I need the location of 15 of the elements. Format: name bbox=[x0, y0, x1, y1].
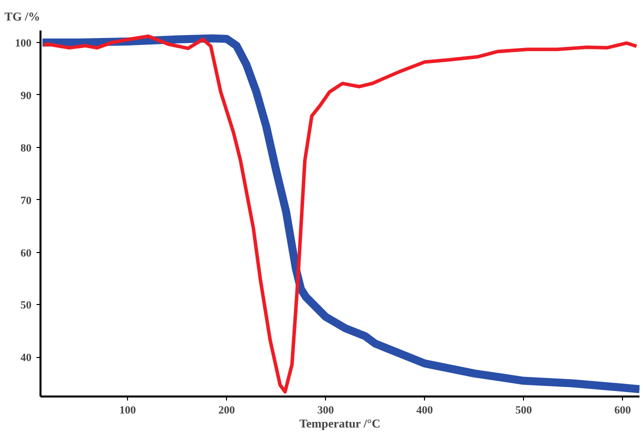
y-tick-label: 100 bbox=[15, 38, 32, 50]
x-axis-title: Temperatur /°C bbox=[299, 416, 380, 430]
x-tick-label: 300 bbox=[317, 404, 334, 416]
y-tick-label: 50 bbox=[20, 300, 32, 312]
y-tick-label: 60 bbox=[20, 247, 32, 260]
y-tick-label: 80 bbox=[20, 142, 32, 154]
y-tick-label: 70 bbox=[20, 194, 32, 207]
y-tick-label: 40 bbox=[20, 352, 32, 364]
x-tick-label: 100 bbox=[119, 404, 136, 416]
y-tick-label: 90 bbox=[20, 90, 32, 102]
x-tick-label: 500 bbox=[515, 404, 532, 416]
y-axis-title: TG /% bbox=[4, 10, 40, 24]
x-tick-label: 600 bbox=[614, 404, 632, 416]
x-tick-label: 400 bbox=[416, 404, 434, 416]
x-tick-label: 200 bbox=[218, 404, 236, 416]
